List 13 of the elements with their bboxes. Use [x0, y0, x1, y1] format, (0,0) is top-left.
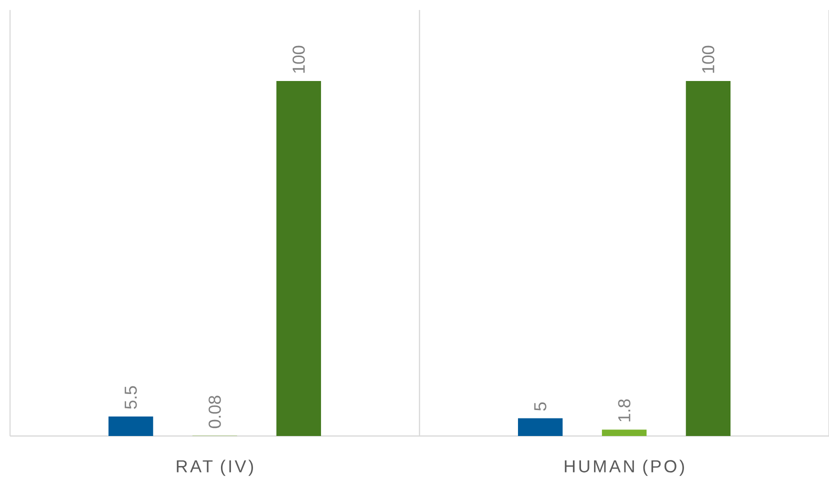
bar	[602, 430, 647, 436]
x-tick-label: HUMAN (PO)	[564, 460, 684, 476]
data-label: 0.08	[208, 396, 221, 428]
bar	[686, 80, 731, 436]
bar	[276, 80, 322, 436]
data-label: 1.8	[618, 399, 630, 422]
bar	[518, 418, 563, 436]
data-label: 100	[292, 46, 305, 73]
data-label: 5	[534, 402, 546, 411]
x-tick-label: RAT (IV)	[176, 460, 253, 476]
bar	[108, 416, 154, 436]
data-label: 5.5	[124, 386, 137, 409]
data-label: 100	[702, 46, 714, 73]
